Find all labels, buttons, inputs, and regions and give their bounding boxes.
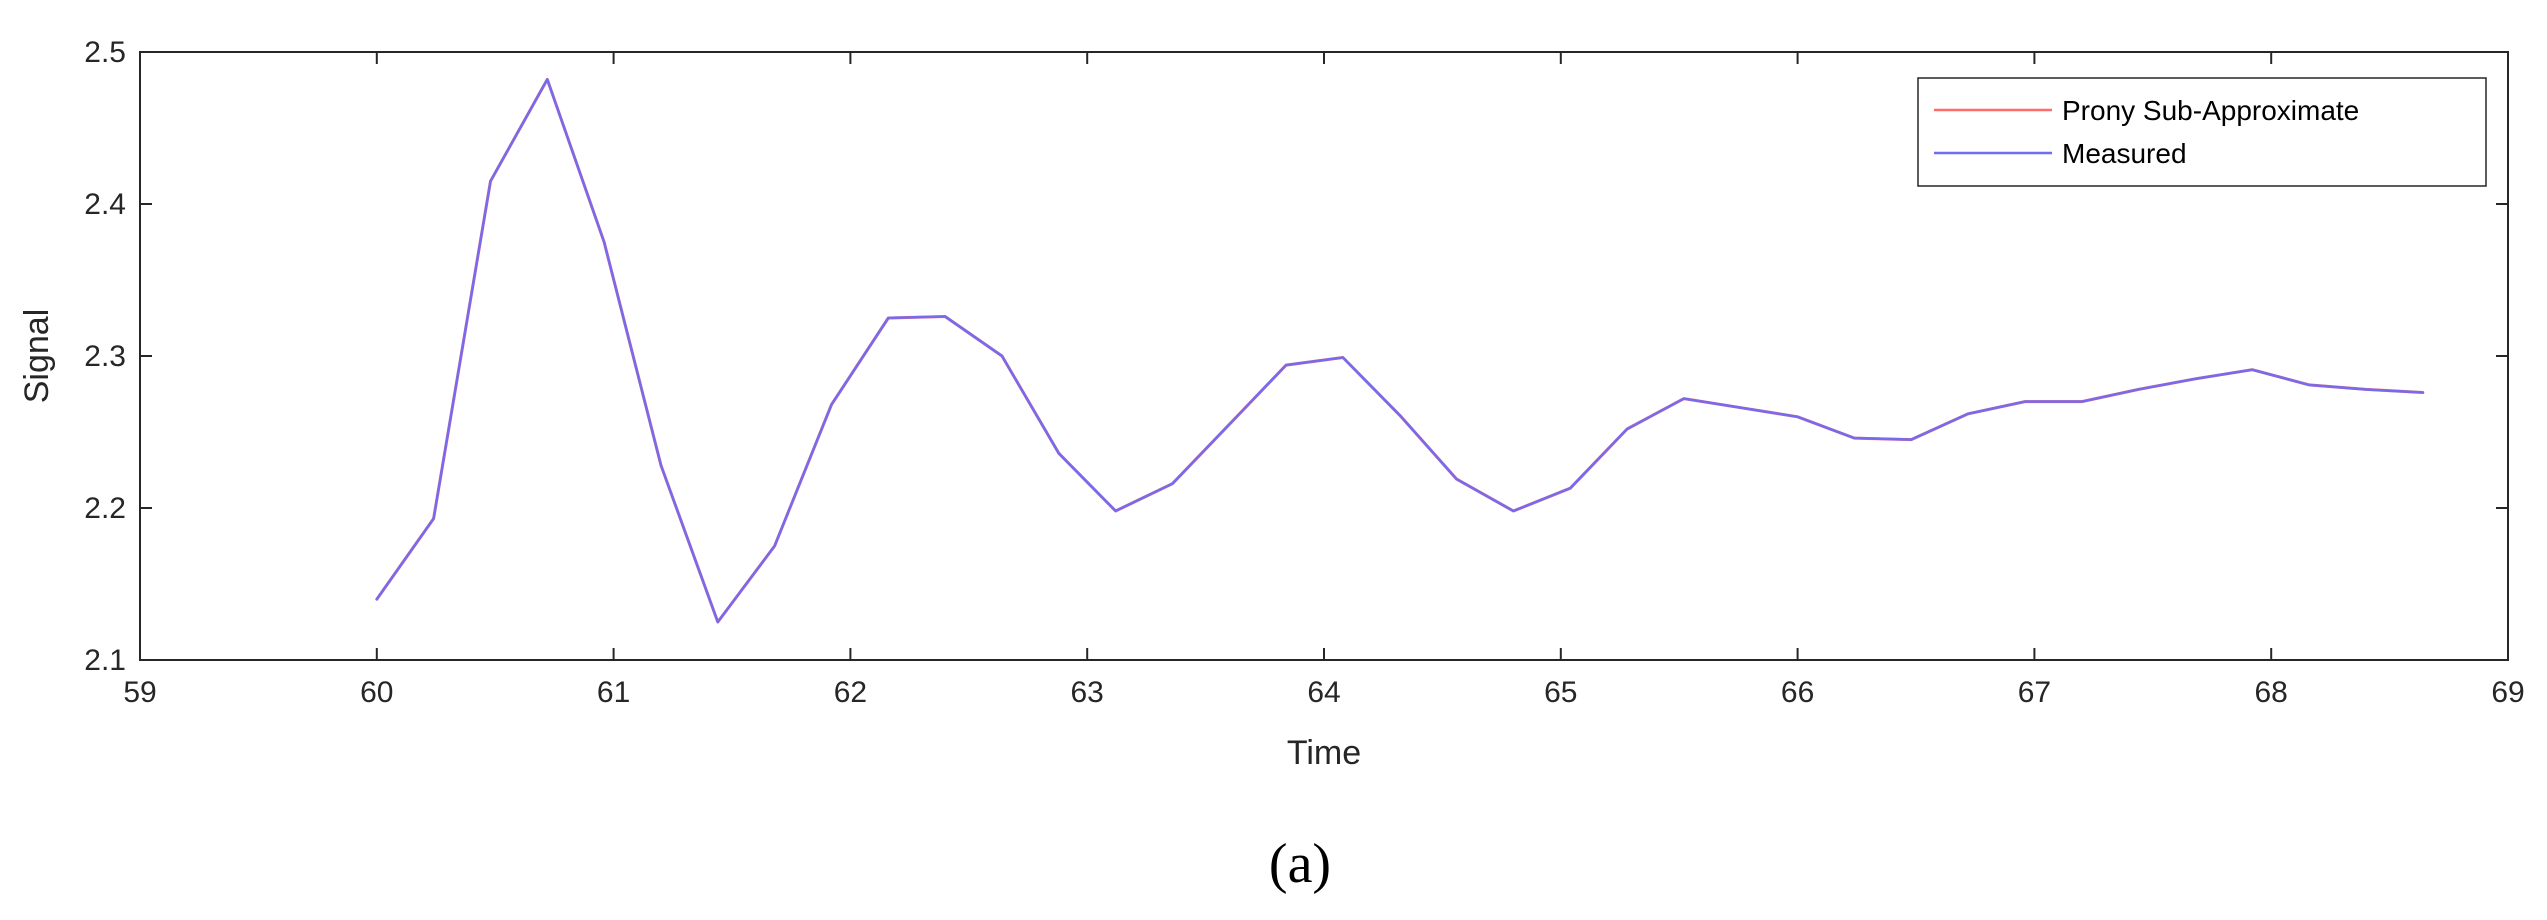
y-tick-label: 2.1	[84, 644, 126, 677]
x-tick-label: 62	[834, 676, 867, 709]
y-tick-label: 2.2	[84, 492, 126, 525]
y-axis-ticks: 2.1 2.2 2.3 2.4 2.5	[84, 36, 2508, 677]
figure-caption: (a)	[1269, 833, 1331, 895]
y-tick-label: 2.3	[84, 340, 126, 373]
x-tick-label: 65	[1544, 676, 1577, 709]
x-tick-label: 69	[2491, 676, 2524, 709]
x-tick-label: 61	[597, 676, 630, 709]
y-tick-label: 2.5	[84, 36, 126, 69]
legend-box	[1917, 77, 2487, 187]
legend: Prony Sub-Approximate Measured	[1917, 77, 2487, 187]
x-axis-ticks: 59 60 61 62 63 64 65 66 67 68 69	[123, 52, 2525, 709]
legend-label-prony: Prony Sub-Approximate	[2062, 95, 2359, 126]
series-lines	[375, 77, 2425, 624]
x-tick-label: 60	[360, 676, 393, 709]
series-line-1	[375, 78, 2425, 624]
x-tick-label: 68	[2255, 676, 2288, 709]
y-axis-title: Signal	[18, 309, 56, 404]
x-tick-label: 64	[1307, 676, 1340, 709]
x-tick-label: 59	[123, 676, 156, 709]
legend-label-measured: Measured	[2062, 138, 2187, 169]
x-tick-label: 66	[1781, 676, 1814, 709]
y-tick-label: 2.4	[84, 188, 126, 221]
x-tick-label: 67	[2018, 676, 2051, 709]
x-axis-title: Time	[1287, 734, 1361, 772]
x-tick-label: 63	[1071, 676, 1104, 709]
